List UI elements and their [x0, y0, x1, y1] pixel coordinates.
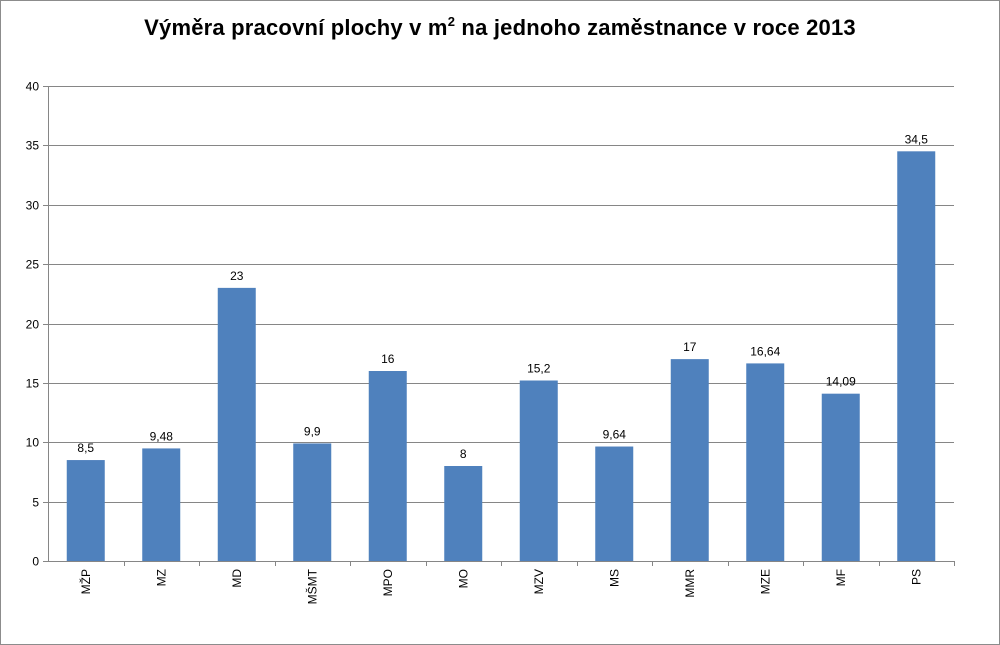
y-tick-label: 0 — [32, 555, 39, 569]
x-tick-label: MS — [607, 569, 621, 587]
bar-5 — [444, 466, 483, 561]
data-label: 23 — [230, 269, 244, 283]
y-tick-label: 5 — [32, 496, 39, 510]
bar-7 — [595, 446, 634, 561]
y-tick-label: 15 — [26, 377, 40, 391]
x-tick-label: MD — [230, 569, 244, 588]
x-tick-label: PS — [909, 569, 923, 585]
chart-title-superscript: 2 — [447, 14, 456, 29]
data-label: 8,5 — [77, 441, 94, 455]
y-tick-labels: 0 5 10 15 20 25 30 35 40 — [26, 80, 40, 569]
bar-0 — [66, 460, 105, 561]
axes — [48, 86, 955, 566]
y-tick-label: 40 — [26, 80, 40, 94]
y-tick-label: 20 — [26, 318, 40, 332]
x-tick-label: MŠMT — [304, 568, 319, 604]
bar-6 — [519, 380, 558, 561]
data-label: 9,48 — [150, 429, 174, 443]
data-label: 14,09 — [826, 375, 856, 389]
bar-3 — [293, 443, 332, 561]
data-label: 17 — [683, 340, 697, 354]
x-tick-label: MZE — [758, 569, 772, 594]
x-tick-label: MF — [834, 569, 848, 586]
data-label: 9,64 — [603, 428, 627, 442]
y-tick-label: 10 — [26, 436, 40, 450]
x-tick-label: MO — [456, 569, 470, 588]
data-label: 15,2 — [527, 362, 551, 376]
bar-11 — [897, 151, 936, 561]
x-tick-label: MŽP — [78, 569, 93, 594]
data-label: 9,9 — [304, 424, 321, 438]
chart-title: Výměra pracovní plochy v m2 na jednoho z… — [0, 14, 1000, 41]
chart-title-rest: na jednoho zaměstnance v roce 2013 — [455, 15, 856, 40]
x-tick-labels: MŽP MZ MD MŠMT MPO MO MZV MS MMR MZE MF PS — [78, 568, 924, 604]
bars — [66, 151, 936, 561]
bar-1 — [142, 448, 181, 561]
data-label: 8 — [460, 447, 467, 461]
chart-title-main: Výměra pracovní plochy v m — [144, 15, 448, 40]
bar-9 — [746, 363, 785, 561]
bar-4 — [368, 371, 407, 561]
data-label: 34,5 — [905, 132, 929, 146]
data-label: 16,64 — [750, 344, 780, 358]
x-tick-label: MMR — [683, 569, 697, 598]
x-tick-label: MZ — [154, 569, 168, 586]
y-tick-label: 30 — [26, 199, 40, 213]
x-tick-label: MZV — [532, 569, 546, 594]
data-labels: 8,5 9,48 23 9,9 16 8 15,2 9,64 17 16,64 14,09 34,5 — [77, 132, 928, 461]
data-label: 16 — [381, 352, 395, 366]
bar-8 — [670, 359, 709, 561]
bar-10 — [821, 393, 860, 561]
bar-2 — [217, 287, 256, 561]
y-tick-label: 25 — [26, 258, 40, 272]
y-tick-label: 35 — [26, 139, 40, 153]
x-tick-label: MPO — [381, 569, 395, 596]
gridlines — [43, 86, 954, 562]
